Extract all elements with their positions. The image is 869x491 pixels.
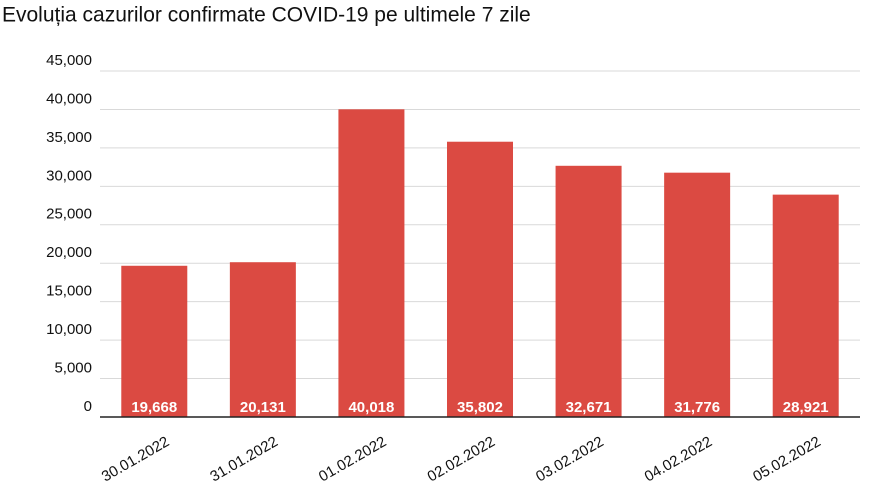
x-tick-label: 31.01.2022 (207, 433, 281, 485)
bar (121, 265, 188, 417)
y-tick-label: 20,000 (46, 244, 92, 261)
bar (555, 165, 622, 417)
x-tick-label: 30.01.2022 (99, 433, 173, 485)
value-label: 40,018 (348, 399, 394, 416)
chart-title: Evoluția cazurilor confirmate COVID-19 p… (2, 4, 531, 27)
y-tick-label: 40,000 (46, 90, 92, 107)
bar (338, 109, 405, 418)
bar (447, 141, 513, 417)
value-label: 35,802 (457, 399, 503, 416)
x-tick-label: 03.02.2022 (533, 433, 607, 485)
value-label: 20,131 (240, 399, 286, 416)
y-tick-label: 45,000 (46, 52, 92, 69)
value-label: 31,776 (674, 399, 720, 416)
y-tick-label: 5,000 (54, 360, 92, 377)
y-tick-label: 35,000 (46, 129, 92, 146)
y-tick-label: 30,000 (46, 167, 92, 184)
value-label: 28,921 (783, 399, 829, 416)
bar (664, 172, 731, 417)
y-tick-label: 10,000 (46, 321, 92, 338)
y-tick-label: 0 (84, 398, 92, 415)
x-tick-label: 04.02.2022 (642, 433, 716, 485)
x-tick-label: 01.02.2022 (316, 433, 390, 485)
y-tick-label: 25,000 (46, 206, 92, 223)
y-tick-label: 15,000 (46, 283, 92, 300)
value-label: 19,668 (131, 399, 177, 416)
value-label: 32,671 (566, 399, 612, 416)
x-tick-label: 05.02.2022 (750, 433, 824, 485)
bar (772, 194, 839, 417)
bar (229, 262, 296, 417)
x-tick-label: 02.02.2022 (424, 433, 498, 485)
